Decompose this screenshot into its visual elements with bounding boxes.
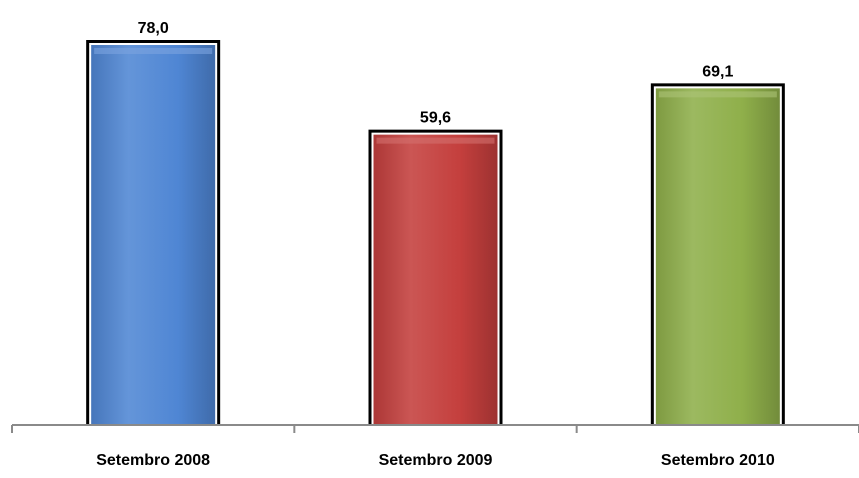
- x-axis: [11, 424, 859, 433]
- value-label-2: 59,6: [420, 110, 451, 127]
- bar-2: [373, 134, 498, 425]
- category-label-2: Setembro 2009: [379, 452, 493, 469]
- bars-layer: [86, 40, 785, 425]
- labels-layer: 78,0 Setembro 2008 59,6 Setembro 2009 69,1 Se…: [96, 20, 775, 469]
- bar-1: [91, 45, 216, 425]
- value-label-3: 69,1: [702, 63, 733, 80]
- bar-3: [655, 88, 780, 425]
- category-label-3: Setembro 2010: [661, 452, 775, 469]
- bar-highlight-2: [376, 137, 495, 144]
- value-label-1: 78,0: [138, 20, 169, 37]
- bar-highlight-3: [658, 91, 777, 98]
- category-label-1: Setembro 2008: [96, 452, 210, 469]
- bar-highlight-1: [94, 48, 213, 54]
